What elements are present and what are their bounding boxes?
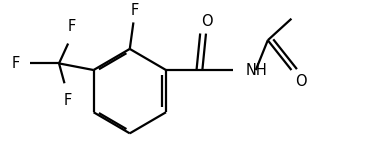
Text: F: F xyxy=(68,19,76,34)
Text: NH: NH xyxy=(246,63,268,78)
Text: F: F xyxy=(131,3,139,17)
Text: O: O xyxy=(295,74,306,89)
Text: O: O xyxy=(201,14,213,29)
Text: F: F xyxy=(11,56,19,71)
Text: F: F xyxy=(64,93,72,108)
